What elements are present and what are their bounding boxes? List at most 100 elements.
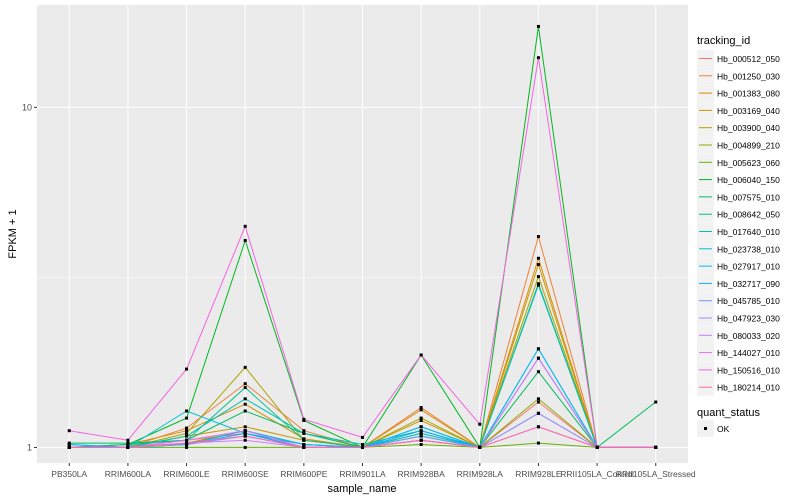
x-axis-label: sample_name (327, 483, 396, 495)
axes: 1 10 PB350LA RRIM600LA RRIM600LE RRIM600SE RRI… (22, 102, 696, 479)
data-point (419, 434, 423, 438)
data-point (67, 429, 71, 433)
data-point (243, 425, 247, 429)
legend-label: Hb_144027_010 (717, 348, 780, 358)
data-point (536, 400, 540, 404)
data-point (185, 416, 189, 420)
data-point (536, 425, 540, 429)
data-point (654, 400, 658, 404)
legend-label: Hb_005623_060 (717, 158, 780, 168)
data-point (419, 431, 423, 435)
data-point (243, 438, 247, 442)
data-point (536, 56, 540, 60)
data-point (243, 224, 247, 228)
legend-label: Hb_006040_150 (717, 175, 780, 185)
data-points (67, 24, 658, 449)
y-tick-label: 10 (22, 102, 32, 112)
data-point (243, 445, 247, 449)
data-point (419, 425, 423, 429)
legend-label: Hb_001250_030 (717, 71, 780, 81)
x-tick-label: RRIM928LA (457, 469, 504, 479)
legend-label: Hb_003169_040 (717, 106, 780, 116)
legend-label: Hb_080033_020 (717, 331, 780, 341)
data-point (536, 283, 540, 287)
legend-label: Hb_007575_010 (717, 192, 780, 202)
legend-item: Hb_047923_030 (697, 309, 780, 327)
data-point (302, 417, 306, 421)
legend-point-swatch (704, 427, 707, 430)
legend-item: Hb_008642_050 (697, 205, 780, 223)
data-point (185, 445, 189, 449)
legend-item: Hb_150516_010 (697, 361, 780, 379)
data-point (67, 445, 71, 449)
data-point (185, 429, 189, 433)
x-tick-label: RRIM600PE (280, 469, 328, 479)
legend-item: Hb_017640_010 (697, 223, 780, 240)
data-point (302, 443, 306, 447)
data-point (419, 408, 423, 412)
legend-item: Hb_180214_010 (697, 378, 780, 396)
data-point (185, 409, 189, 413)
legend-label: Hb_150516_010 (717, 365, 780, 375)
data-point (419, 429, 423, 433)
legend-label: Hb_047923_030 (717, 314, 780, 324)
legend-item: Hb_000512_050 (697, 50, 780, 67)
data-point (536, 397, 540, 401)
x-tick-label: RRIM928LE (515, 469, 562, 479)
data-point (419, 406, 423, 410)
data-point (536, 411, 540, 415)
x-tick-label: PB350LA (51, 469, 87, 479)
data-point (536, 263, 540, 267)
legend-item: Hb_144027_010 (697, 344, 780, 362)
data-point (243, 365, 247, 369)
legend-label: Hb_001383_080 (717, 89, 780, 99)
legend-label: Hb_027917_010 (717, 262, 780, 272)
legend-item: Hb_045785_010 (697, 292, 780, 310)
legend-title-tracking-id: tracking_id (697, 35, 750, 47)
data-point (361, 445, 364, 449)
data-point (536, 256, 540, 260)
data-point (185, 431, 189, 435)
legend-item: Hb_023738_010 (697, 240, 780, 258)
data-point (302, 445, 306, 449)
legend-label: Hb_000512_050 (717, 54, 780, 64)
legend-label: Hb_032717_090 (717, 279, 780, 289)
legend-item: Hb_005623_060 (697, 153, 780, 171)
legend-item: Hb_027917_010 (697, 257, 780, 275)
legend-label: Hb_023738_010 (717, 244, 780, 254)
data-point (478, 422, 482, 426)
data-point (419, 419, 423, 423)
data-point (185, 438, 189, 442)
x-tick-label: RRIM600LE (163, 469, 210, 479)
legend-title-quant-status: quant_status (697, 407, 760, 419)
legend-item: Hb_080033_020 (697, 326, 780, 344)
legend-item: Hb_003900_040 (697, 119, 780, 137)
legend-label: Hb_017640_010 (717, 227, 780, 237)
data-point (654, 445, 658, 449)
legend-item: Hb_004899_210 (697, 136, 780, 154)
legend: tracking_id quant_status Hb_000512_050 Hb… (697, 35, 780, 437)
data-point (536, 356, 540, 360)
legend-item: Hb_001383_080 (697, 84, 780, 102)
data-point (185, 426, 189, 430)
data-point (243, 397, 247, 401)
data-point (185, 441, 189, 445)
legend-item: Hb_032717_090 (697, 274, 780, 292)
data-point (361, 435, 364, 439)
data-point (302, 431, 306, 435)
legend-label: Hb_004899_210 (717, 141, 780, 151)
legend-label: Hb_180214_010 (717, 383, 780, 393)
legend-item: Hb_006040_150 (697, 171, 780, 189)
y-tick-label: 1 (27, 442, 32, 452)
data-point (536, 235, 540, 239)
data-point (536, 441, 540, 445)
x-tick-label: RRIM600LA (105, 469, 152, 479)
data-point (185, 367, 189, 371)
data-point (478, 445, 482, 449)
legend-label: OK (717, 424, 730, 434)
legend-item: Hb_007575_010 (697, 188, 780, 206)
data-point (243, 429, 247, 433)
x-tick-label: RRIM600SE (222, 469, 270, 479)
data-point (243, 386, 247, 390)
